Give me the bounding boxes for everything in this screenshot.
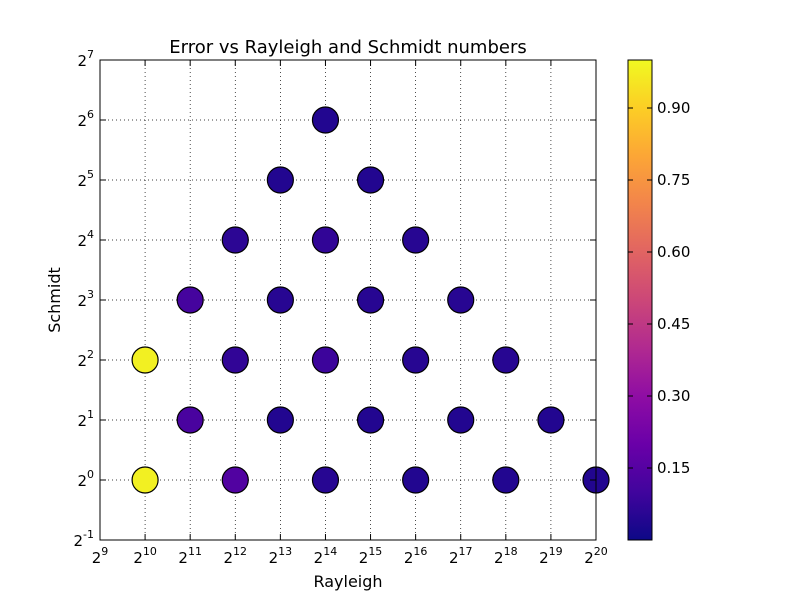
x-tick-label: 214: [314, 545, 338, 567]
x-tick-label: 220: [584, 545, 608, 567]
data-point: [356, 286, 385, 314]
axis-ticks: 29 210 211 212 213 214 215 216 217 218 219 220 2-1 20…: [73, 48, 607, 567]
data-point: [176, 406, 204, 434]
data-point: [311, 466, 340, 494]
data-point: [221, 346, 249, 374]
data-point: [221, 226, 249, 254]
data-point: [492, 346, 520, 374]
x-tick-label: 210: [133, 545, 157, 567]
colorbar: [627, 59, 653, 541]
colorbar-tick-label: 0.15: [657, 459, 690, 477]
chart-title: Error vs Rayleigh and Schmidt numbers: [169, 37, 526, 58]
colorbar-ticks: 0.15 0.30 0.45 0.60 0.75 0.90: [628, 99, 690, 477]
y-axis-label: Schmidt: [45, 267, 64, 333]
data-point: [131, 346, 159, 374]
data-points: [131, 106, 610, 494]
x-tick-label: 216: [404, 545, 428, 567]
y-tick-label: 2-1: [73, 528, 94, 550]
colorbar-tick-label: 0.75: [657, 171, 690, 189]
y-tick-label: 24: [77, 228, 94, 250]
x-tick-label: 29: [92, 545, 109, 567]
x-tick-label: 212: [223, 545, 247, 567]
y-tick-label: 22: [77, 348, 94, 370]
data-point: [266, 406, 294, 434]
x-tick-label: 211: [178, 545, 202, 567]
x-tick-label: 213: [269, 545, 293, 567]
colorbar-tick-label: 0.90: [657, 99, 690, 117]
data-point: [356, 406, 385, 434]
data-point: [402, 346, 430, 374]
data-point: [402, 226, 430, 254]
data-point: [537, 406, 565, 434]
data-point: [447, 406, 475, 434]
grid-lines: [99, 59, 597, 541]
y-tick-label: 27: [77, 48, 94, 70]
colorbar-tick-label: 0.30: [657, 387, 690, 405]
colorbar-tick-label: 0.45: [657, 315, 690, 333]
x-tick-label: 215: [359, 545, 383, 567]
data-point: [311, 106, 340, 134]
x-axis-label: Rayleigh: [313, 572, 382, 591]
colorbar-tick-label: 0.60: [657, 243, 690, 261]
data-point: [311, 226, 340, 254]
y-tick-label: 25: [77, 168, 94, 190]
data-point: [356, 166, 385, 194]
data-point: [311, 346, 340, 374]
y-tick-label: 20: [77, 468, 94, 490]
data-point: [221, 466, 249, 494]
data-point: [176, 286, 204, 314]
y-tick-label: 26: [77, 108, 94, 130]
x-tick-label: 218: [494, 545, 518, 567]
data-point: [266, 286, 294, 314]
data-point: [402, 466, 430, 494]
y-tick-label: 23: [77, 288, 94, 310]
data-point: [131, 466, 159, 494]
y-tick-label: 21: [77, 408, 94, 430]
data-point: [447, 286, 475, 314]
x-tick-label: 219: [539, 545, 563, 567]
data-point: [266, 166, 294, 194]
data-point: [492, 466, 520, 494]
x-tick-label: 217: [449, 545, 473, 567]
